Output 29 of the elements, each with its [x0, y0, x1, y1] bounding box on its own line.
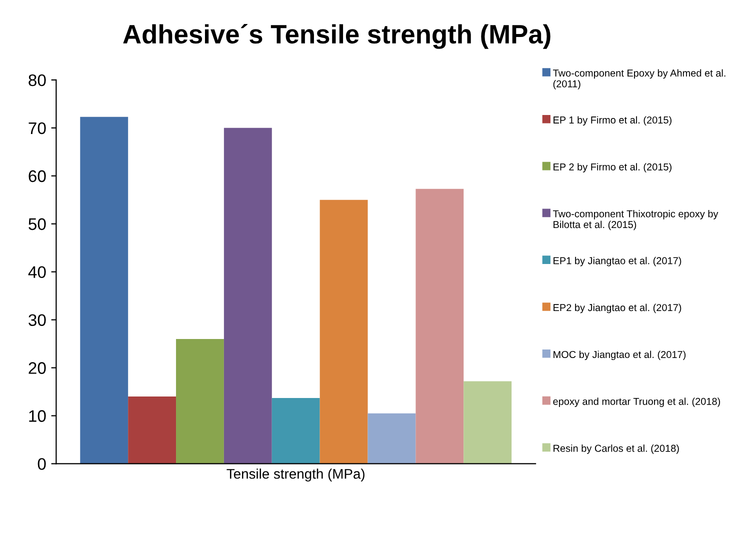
legend-label: epoxy and mortar Truong et al. (2018) [553, 398, 720, 407]
y-tick-label: 70 [28, 122, 46, 134]
bar [320, 200, 368, 464]
y-tick-label: 50 [28, 218, 46, 230]
legend-label: EP 1 by Firmo et al. (2015) [554, 116, 672, 126]
y-tick-label: 60 [28, 170, 46, 182]
y-tick-label: 80 [28, 74, 46, 86]
bar [368, 413, 416, 464]
bar [128, 396, 176, 464]
y-tick-label: 20 [28, 362, 46, 374]
bar [176, 338, 224, 464]
legend-label: MOC by Jiangtao et al. (2017) [554, 350, 686, 360]
legend-label: Two-component Thixotropic epoxy by Bilotta et al. (2015) [552, 210, 718, 230]
y-tick-label: 10 [29, 410, 46, 422]
bar [464, 381, 512, 464]
legend-label: EP2 by Jiangtao et al. (2017) [554, 304, 682, 314]
chart-title: Adhesive´s Tensile strength (MPa) [123, 24, 550, 49]
bar [272, 398, 320, 464]
legend-label: Resin by Carlos et al. (2018) [554, 444, 679, 454]
bar [416, 188, 464, 464]
legend-label: EP 2 by Firmo et al. (2015) [554, 163, 672, 172]
bar [80, 116, 128, 464]
y-tick-label: 0 [38, 458, 46, 470]
bar [224, 128, 272, 464]
legend-label: Two-component Epoxy by Ahmed et al. (2011) [552, 69, 726, 90]
legend-label: EP1 by Jiangtao et al. (2017) [554, 256, 682, 266]
x-tick-label: Tensile strength (MPa) [226, 468, 364, 482]
y-tick-label: 40 [28, 266, 46, 278]
y-tick-label: 30 [28, 314, 46, 326]
